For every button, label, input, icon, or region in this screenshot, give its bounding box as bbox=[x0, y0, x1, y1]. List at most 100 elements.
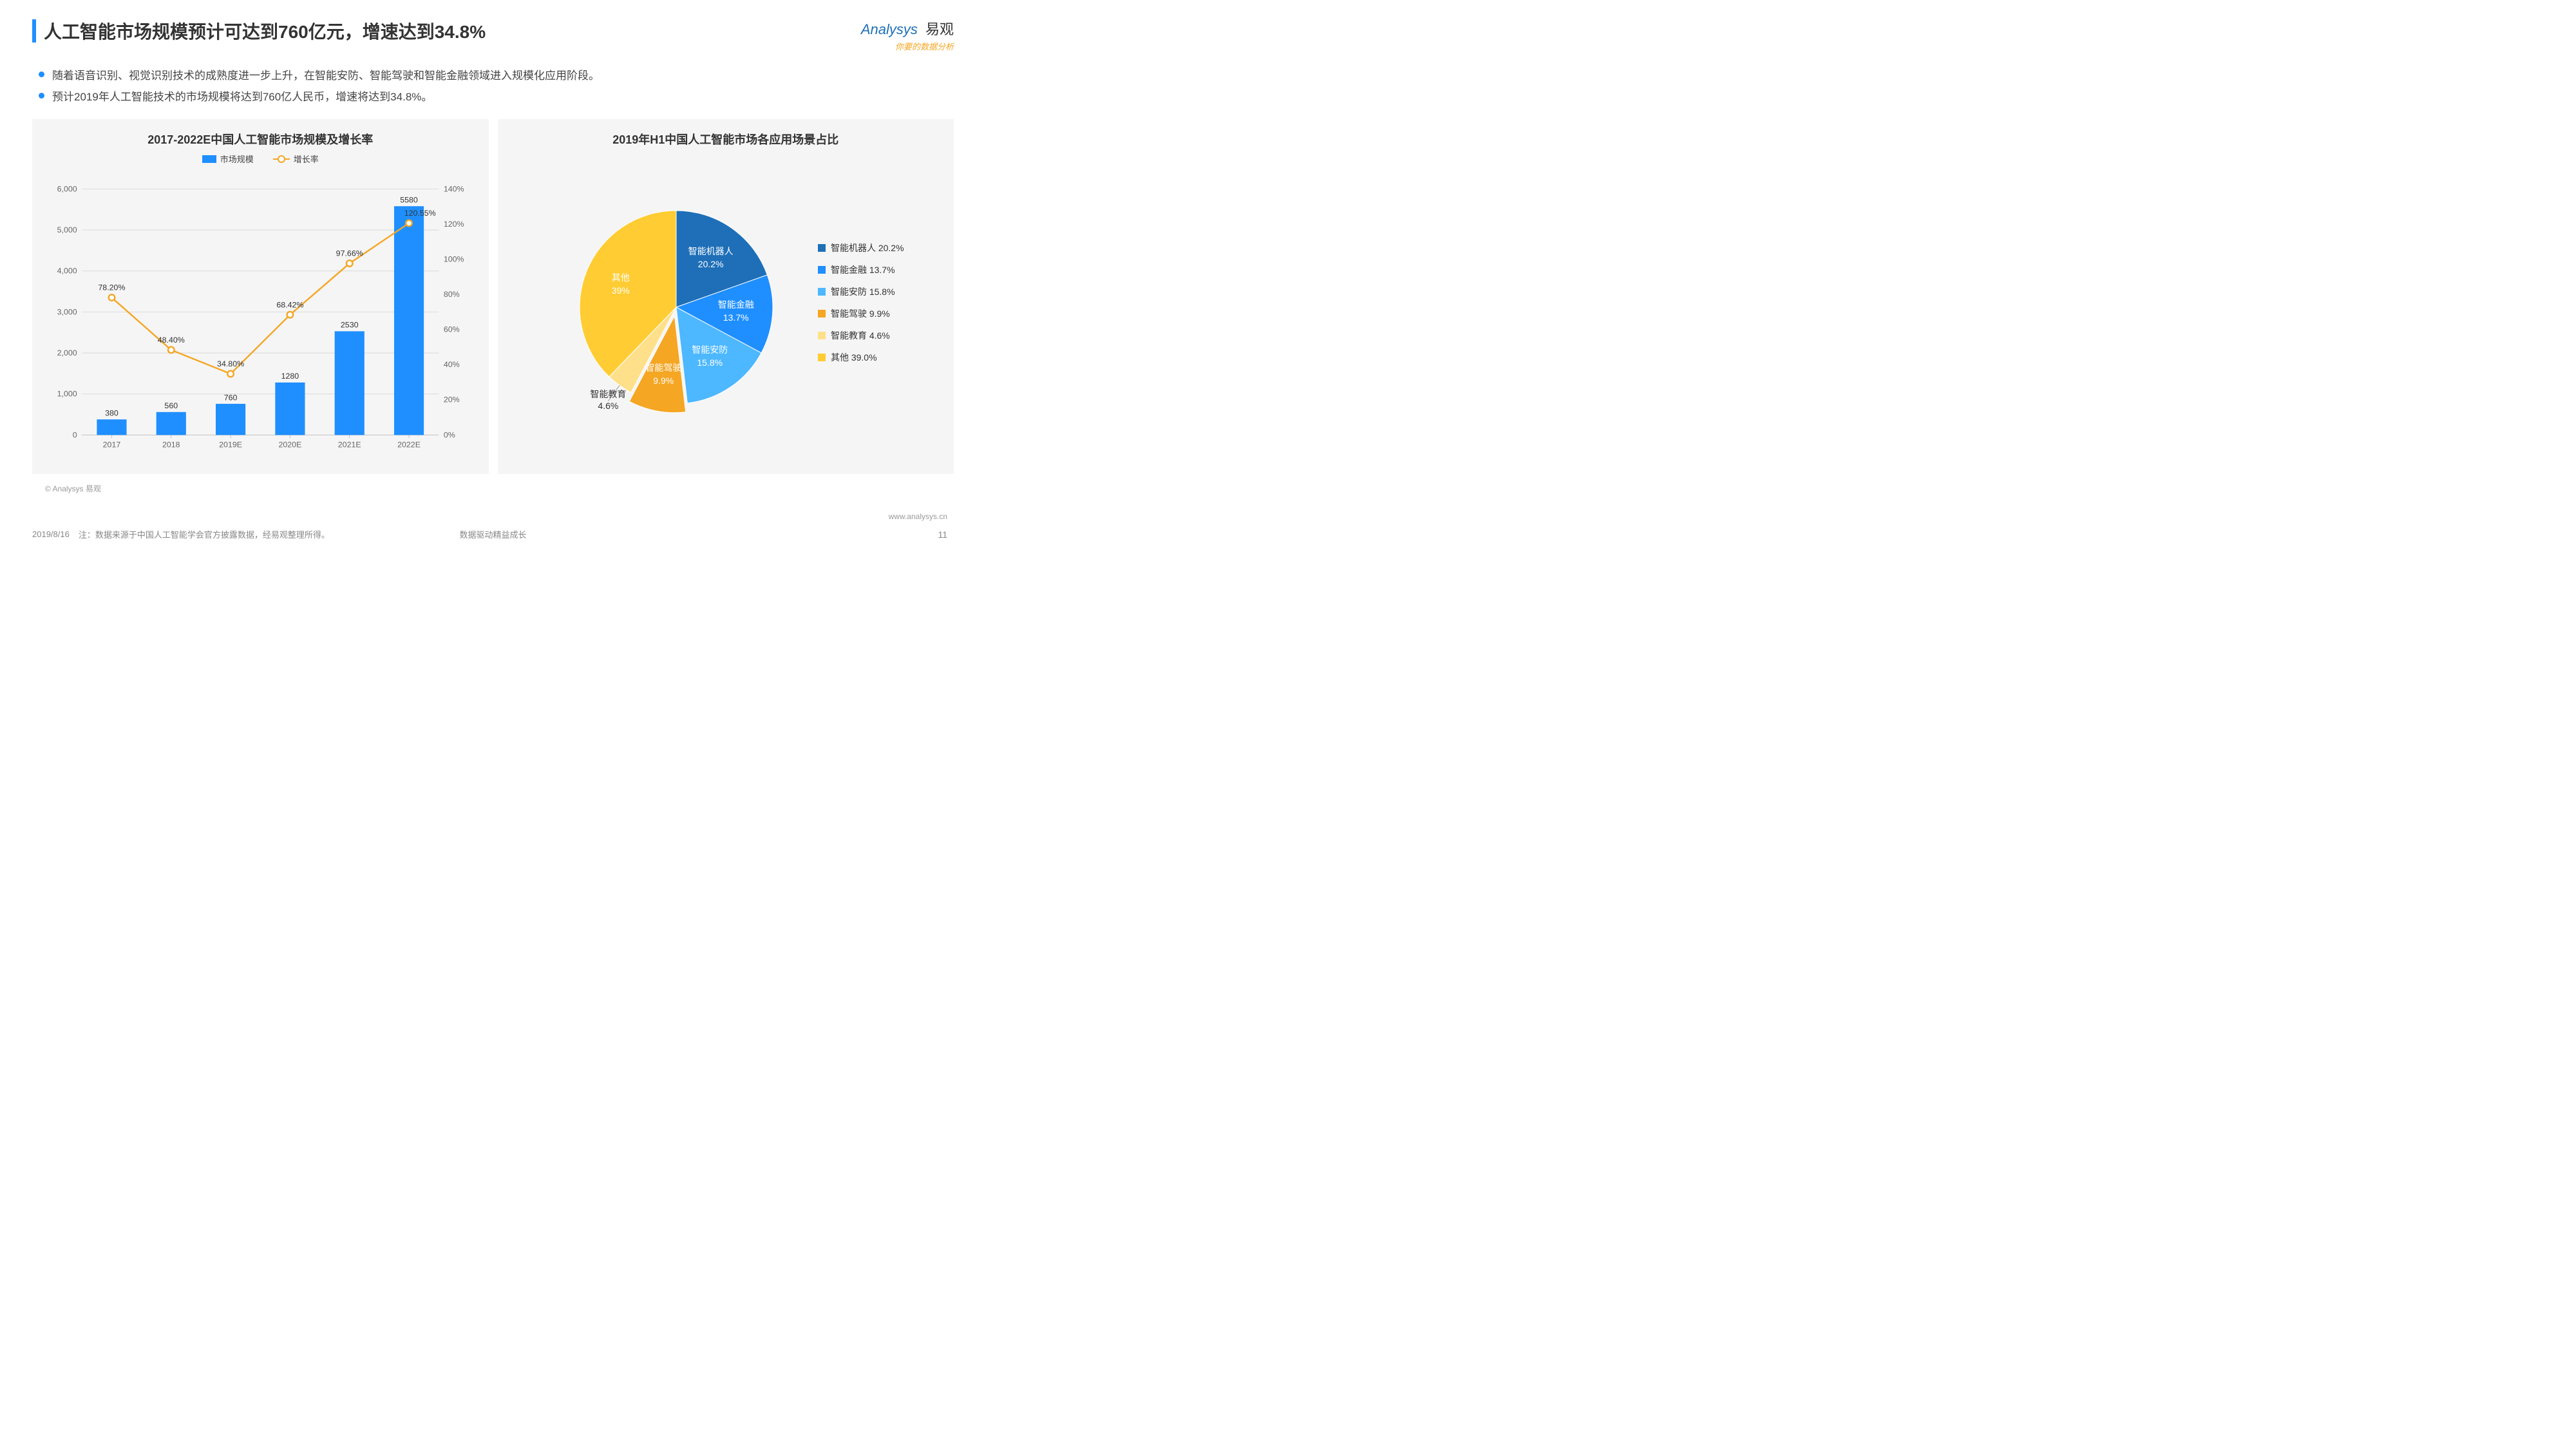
svg-text:1280: 1280 bbox=[281, 372, 299, 381]
svg-text:2021E: 2021E bbox=[338, 440, 361, 450]
legend-swatch bbox=[818, 310, 826, 317]
legend-swatch bbox=[818, 354, 826, 361]
svg-text:2019E: 2019E bbox=[219, 440, 242, 450]
svg-text:1,000: 1,000 bbox=[57, 390, 77, 399]
logo-main: Analysys 易观 bbox=[861, 18, 954, 39]
combo-chart-panel: 2017-2022E中国人工智能市场规模及增长率 市场规模 增长率 0 1,000… bbox=[32, 119, 489, 474]
svg-text:560: 560 bbox=[164, 401, 178, 410]
svg-text:4,000: 4,000 bbox=[57, 267, 77, 276]
legend-text: 其他 39.0% bbox=[831, 351, 877, 364]
page-number: 11 bbox=[938, 529, 947, 540]
svg-text:68.42%: 68.42% bbox=[276, 300, 303, 309]
header: 人工智能市场规模预计可达到760亿元，增速达到34.8% Analysys 易观… bbox=[0, 0, 986, 60]
bullet-item: 随着语音识别、视觉识别技术的成熟度进一步上升，在智能安防、智能驾驶和智能金融领域… bbox=[39, 66, 947, 82]
combo-chart-svg: 0 1,000 2,000 3,000 4,000 5,000 6,000 0% 20% 40% 6… bbox=[45, 170, 476, 466]
legend-bar-swatch bbox=[202, 155, 216, 163]
legend-swatch bbox=[818, 332, 826, 339]
legend-line: 增长率 bbox=[273, 153, 319, 165]
combo-chart-title: 2017-2022E中国人工智能市场规模及增长率 bbox=[39, 131, 482, 147]
svg-text:40%: 40% bbox=[444, 360, 460, 369]
logo-tagline: 你要的数据分析 bbox=[861, 40, 954, 52]
svg-text:100%: 100% bbox=[444, 254, 464, 263]
svg-text:智能驾驶: 智能驾驶 bbox=[645, 363, 681, 373]
pie-chart-svg: 智能机器人 20.2% 智能金融 13.7% 智能安防 15.8% 智能驾驶 9.9% 智能教育… bbox=[547, 178, 805, 436]
legend-swatch bbox=[818, 244, 826, 252]
combo-legend: 市场规模 增长率 bbox=[39, 153, 482, 165]
svg-text:智能金融: 智能金融 bbox=[718, 299, 754, 310]
charts-row: 2017-2022E中国人工智能市场规模及增长率 市场规模 增长率 0 1,000… bbox=[0, 119, 986, 474]
pie-legend-item: 智能驾驶 9.9% bbox=[818, 307, 904, 320]
svg-text:5580: 5580 bbox=[400, 195, 418, 204]
bullet-text: 预计2019年人工智能技术的市场规模将达到760亿人民币，增速将达到34.8%。 bbox=[52, 88, 432, 104]
svg-text:5,000: 5,000 bbox=[57, 225, 77, 234]
svg-text:2017: 2017 bbox=[103, 440, 121, 450]
footer-note: 注：数据来源于中国人工智能学会官方披露数据，经易观整理所得。 bbox=[79, 528, 330, 540]
pie-chart-title: 2019年H1中国人工智能市场各应用场景占比 bbox=[504, 131, 948, 147]
svg-text:13.7%: 13.7% bbox=[723, 312, 749, 323]
legend-swatch bbox=[818, 288, 826, 296]
svg-text:智能教育: 智能教育 bbox=[590, 389, 626, 399]
svg-text:48.40%: 48.40% bbox=[158, 336, 185, 345]
title-accent-bar bbox=[32, 19, 36, 43]
legend-line-label: 增长率 bbox=[294, 153, 319, 165]
footer-mid: 数据驱动精益成长 bbox=[459, 528, 526, 540]
svg-text:智能安防: 智能安防 bbox=[692, 345, 728, 355]
pie-legend: 智能机器人 20.2% 智能金融 13.7% 智能安防 15.8% 智能驾驶 9.9%… bbox=[818, 242, 904, 373]
legend-swatch bbox=[818, 266, 826, 274]
page-title: 人工智能市场规模预计可达到760亿元，增速达到34.8% bbox=[44, 18, 486, 44]
pie-legend-item: 智能安防 15.8% bbox=[818, 285, 904, 298]
svg-text:3,000: 3,000 bbox=[57, 307, 77, 316]
svg-text:9.9%: 9.9% bbox=[653, 375, 674, 386]
svg-text:120.55%: 120.55% bbox=[404, 209, 436, 218]
svg-text:760: 760 bbox=[224, 393, 238, 402]
svg-text:2,000: 2,000 bbox=[57, 348, 77, 357]
legend-text: 智能机器人 20.2% bbox=[831, 242, 904, 254]
svg-text:380: 380 bbox=[105, 409, 118, 418]
bullet-list: 随着语音识别、视觉识别技术的成熟度进一步上升，在智能安防、智能驾驶和智能金融领域… bbox=[0, 60, 986, 119]
title-block: 人工智能市场规模预计可达到760亿元，增速达到34.8% bbox=[32, 18, 486, 44]
footer: 2019/8/16 注：数据来源于中国人工智能学会官方披露数据，经易观整理所得。… bbox=[0, 528, 986, 554]
svg-text:智能机器人: 智能机器人 bbox=[688, 246, 734, 256]
pie-chart-panel: 2019年H1中国人工智能市场各应用场景占比 智能机器人 20.2% 智能金融 13.… bbox=[498, 119, 954, 474]
svg-text:39%: 39% bbox=[612, 285, 630, 296]
svg-text:6,000: 6,000 bbox=[57, 184, 77, 193]
svg-text:120%: 120% bbox=[444, 220, 464, 229]
svg-text:2018: 2018 bbox=[162, 440, 180, 450]
svg-text:2022E: 2022E bbox=[397, 440, 421, 450]
legend-text: 智能金融 13.7% bbox=[831, 263, 895, 276]
svg-text:140%: 140% bbox=[444, 184, 464, 193]
bullet-text: 随着语音识别、视觉识别技术的成熟度进一步上升，在智能安防、智能驾驶和智能金融领域… bbox=[52, 66, 600, 82]
svg-text:0%: 0% bbox=[444, 430, 455, 439]
footer-row: 2019/8/16 注：数据来源于中国人工智能学会官方披露数据，经易观整理所得。… bbox=[32, 528, 954, 540]
url: www.analysys.cn bbox=[889, 512, 947, 521]
svg-text:60%: 60% bbox=[444, 325, 460, 334]
pie-chart: 智能机器人 20.2% 智能金融 13.7% 智能安防 15.8% 智能驾驶 9.9% 智能教育… bbox=[504, 153, 948, 462]
svg-text:4.6%: 4.6% bbox=[598, 401, 618, 411]
logo: Analysys 易观 你要的数据分析 bbox=[861, 18, 954, 52]
copyright: © Analysys 易观 bbox=[45, 483, 986, 494]
legend-text: 智能教育 4.6% bbox=[831, 329, 890, 342]
svg-text:20.2%: 20.2% bbox=[698, 259, 724, 269]
bullet-item: 预计2019年人工智能技术的市场规模将达到760亿人民币，增速将达到34.8%。 bbox=[39, 88, 947, 104]
legend-text: 智能驾驶 9.9% bbox=[831, 307, 890, 320]
legend-bar: 市场规模 bbox=[202, 153, 254, 165]
bullet-dot-icon bbox=[39, 93, 44, 99]
svg-text:0: 0 bbox=[73, 430, 77, 439]
logo-cn: 易观 bbox=[925, 21, 954, 37]
pie-legend-item: 智能金融 13.7% bbox=[818, 263, 904, 276]
svg-text:2530: 2530 bbox=[341, 321, 359, 330]
svg-text:15.8%: 15.8% bbox=[697, 357, 723, 368]
pie-legend-item: 智能教育 4.6% bbox=[818, 329, 904, 342]
svg-text:78.20%: 78.20% bbox=[98, 283, 125, 292]
logo-en: Analysys bbox=[861, 21, 918, 37]
legend-text: 智能安防 15.8% bbox=[831, 285, 895, 298]
legend-bar-label: 市场规模 bbox=[220, 153, 254, 165]
svg-text:20%: 20% bbox=[444, 395, 460, 404]
footer-date: 2019/8/16 bbox=[32, 529, 70, 539]
pie-legend-item: 智能机器人 20.2% bbox=[818, 242, 904, 254]
pie-legend-item: 其他 39.0% bbox=[818, 351, 904, 364]
svg-text:其他: 其他 bbox=[612, 272, 630, 283]
bullet-dot-icon bbox=[39, 71, 44, 77]
combo-chart: 0 1,000 2,000 3,000 4,000 5,000 6,000 0% 20% 40% 6… bbox=[45, 170, 476, 466]
svg-text:97.66%: 97.66% bbox=[336, 249, 363, 258]
